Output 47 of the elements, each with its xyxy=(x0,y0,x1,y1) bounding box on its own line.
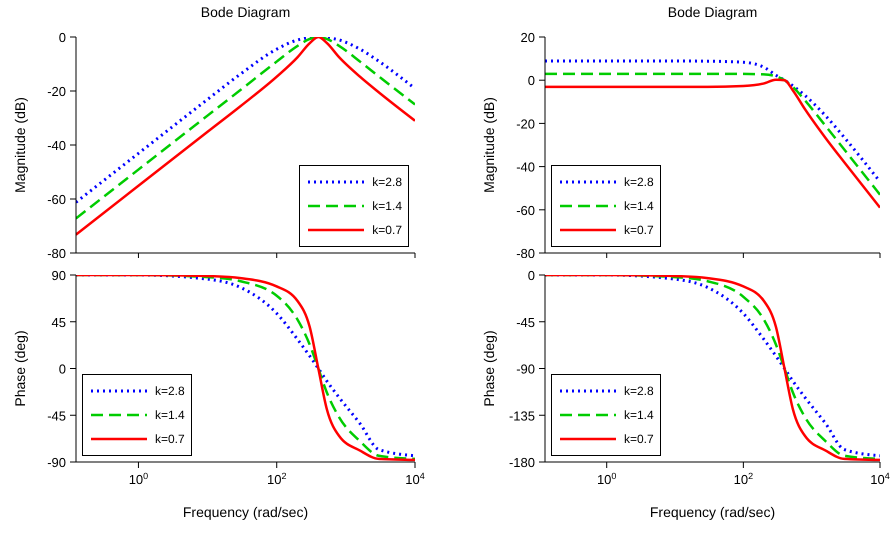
x-tick-label: 10$^{0}$ xyxy=(128,471,148,487)
y-axis-title: Phase (deg) xyxy=(12,330,28,407)
y-tick-label: 20 xyxy=(520,30,535,45)
y-tick-label: -135 xyxy=(508,408,535,424)
y-tick-label: -90 xyxy=(47,455,66,470)
y-tick-label: -45 xyxy=(516,314,535,330)
x-tick-label: 10$^{2}$ xyxy=(266,471,286,487)
legend-label: k=0.7 xyxy=(624,432,654,446)
y-tick-label: -45 xyxy=(47,408,66,424)
legend-label: k=2.8 xyxy=(155,384,185,398)
legend-label: k=2.8 xyxy=(624,175,654,189)
y-axis-title: Magnitude (dB) xyxy=(12,97,28,193)
y-tick-label: -80 xyxy=(47,246,66,261)
legend-label: k=1.4 xyxy=(372,199,402,213)
y-tick-label: -60 xyxy=(516,202,535,218)
x-axis-title: Frequency (rad/sec) xyxy=(182,504,308,520)
y-tick-label: -20 xyxy=(47,84,66,99)
chart-title: Bode Diagram xyxy=(666,4,758,20)
chart-title: Bode Diagram xyxy=(200,4,292,20)
y-tick-label: 0 xyxy=(58,30,66,45)
y-tick-label: 45 xyxy=(52,314,66,330)
y-tick-label: -180 xyxy=(508,455,535,470)
y-tick-label: -40 xyxy=(516,160,535,175)
legend-label: k=0.7 xyxy=(624,223,654,237)
legend-label: k=2.8 xyxy=(624,384,654,398)
y-axis-title: Phase (deg) xyxy=(480,330,497,407)
y-tick-label: -60 xyxy=(47,192,66,207)
x-tick-label: 10$^{4}$ xyxy=(405,471,425,487)
y-tick-label: -80 xyxy=(516,246,535,261)
y-tick-label: -40 xyxy=(47,138,66,153)
y-tick-label: -90 xyxy=(516,362,535,376)
y-tick-label: 90 xyxy=(52,268,66,283)
y-axis-title: Magnitude (dB) xyxy=(480,97,497,193)
y-tick-label: 0 xyxy=(528,268,535,283)
y-tick-label: -20 xyxy=(516,116,535,132)
legend-label: k=0.7 xyxy=(372,223,402,237)
legend-label: k=0.7 xyxy=(155,432,185,446)
legend-label: k=1.4 xyxy=(155,408,185,422)
x-tick-label: 10$^{4}$ xyxy=(870,471,890,487)
x-tick-label: 10$^{2}$ xyxy=(734,471,754,487)
x-axis-title: Frequency (rad/sec) xyxy=(650,504,776,520)
legend-label: k=2.8 xyxy=(372,175,402,189)
x-tick-label: 10$^{0}$ xyxy=(596,471,616,487)
legend-label: k=1.4 xyxy=(624,408,654,422)
legend-label: k=1.4 xyxy=(624,199,654,213)
y-tick-label: 0 xyxy=(58,362,66,376)
y-tick-label: 0 xyxy=(528,73,535,88)
